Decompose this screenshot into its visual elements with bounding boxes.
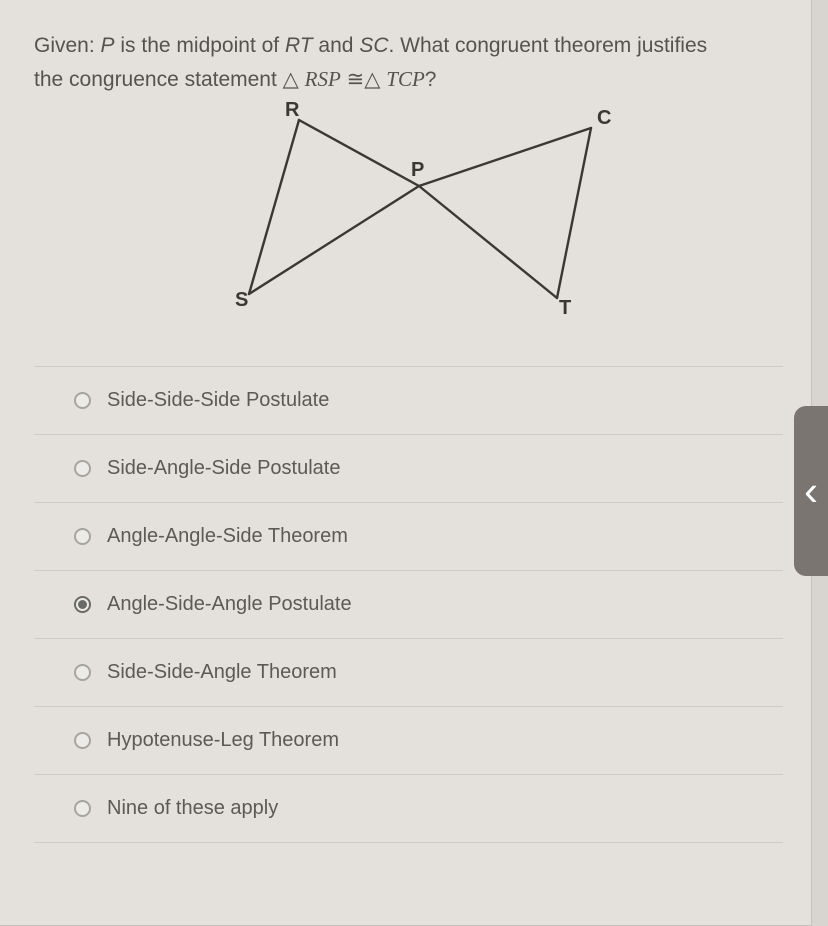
q-var-sc: SC <box>359 34 388 57</box>
q-qmark: ? <box>425 68 437 91</box>
option-none[interactable]: Nine of these apply <box>34 775 783 843</box>
option-sas[interactable]: Side-Angle-Side Postulate <box>34 435 783 503</box>
diagram-segment <box>299 120 419 186</box>
q-text: Given: <box>34 34 101 57</box>
radio-hl[interactable] <box>74 732 91 749</box>
question-text: Given: P is the midpoint of RT and SC. W… <box>34 30 783 96</box>
q-var-rt: RT <box>285 34 313 57</box>
options-list: Side-Side-Side Postulate Side-Angle-Side … <box>34 366 783 843</box>
q-text: and <box>313 34 360 57</box>
option-label: Angle-Angle-Side Theorem <box>107 525 348 548</box>
chevron-left-icon: ‹ <box>804 467 818 515</box>
diagram-label-t: T <box>559 297 571 319</box>
option-label: Nine of these apply <box>107 797 278 820</box>
q-tri2: △ <box>364 67 380 91</box>
diagram-label-r: R <box>285 102 300 121</box>
option-label: Side-Angle-Side Postulate <box>107 457 340 480</box>
q-text: is the midpoint of <box>115 34 285 57</box>
option-label: Side-Side-Angle Theorem <box>107 661 337 684</box>
q-text: the congruence statement <box>34 68 283 91</box>
option-label: Side-Side-Side Postulate <box>107 389 329 412</box>
option-aas[interactable]: Angle-Angle-Side Theorem <box>34 503 783 571</box>
side-tab-button[interactable]: ‹ <box>794 406 828 576</box>
diagram-label-c: C <box>597 107 611 129</box>
option-label: Hypotenuse-Leg Theorem <box>107 729 339 752</box>
option-ssa[interactable]: Side-Side-Angle Theorem <box>34 639 783 707</box>
option-label: Angle-Side-Angle Postulate <box>107 593 352 616</box>
diagram-segment <box>419 186 557 298</box>
q-var-p: P <box>101 34 115 57</box>
diagram-segment <box>557 128 591 298</box>
option-hl[interactable]: Hypotenuse-Leg Theorem <box>34 707 783 775</box>
triangle-diagram: R S P C T <box>189 102 629 332</box>
q-rsp: RSP <box>305 67 341 91</box>
radio-aas[interactable] <box>74 528 91 545</box>
diagram-label-s: S <box>235 289 248 311</box>
q-text: . What congruent theorem justifies <box>389 34 708 57</box>
question-card: Given: P is the midpoint of RT and SC. W… <box>0 0 812 926</box>
radio-asa[interactable] <box>74 596 91 613</box>
option-sss[interactable]: Side-Side-Side Postulate <box>34 367 783 435</box>
radio-ssa[interactable] <box>74 664 91 681</box>
diagram-container: R S P C T <box>34 102 783 332</box>
q-tcp: TCP <box>386 67 425 91</box>
option-asa[interactable]: Angle-Side-Angle Postulate <box>34 571 783 639</box>
radio-sas[interactable] <box>74 460 91 477</box>
radio-sss[interactable] <box>74 392 91 409</box>
diagram-label-p: P <box>411 159 424 181</box>
q-cong: ≅ <box>347 67 365 91</box>
diagram-segment <box>419 128 591 186</box>
radio-none[interactable] <box>74 800 91 817</box>
q-tri1: △ <box>283 67 299 91</box>
